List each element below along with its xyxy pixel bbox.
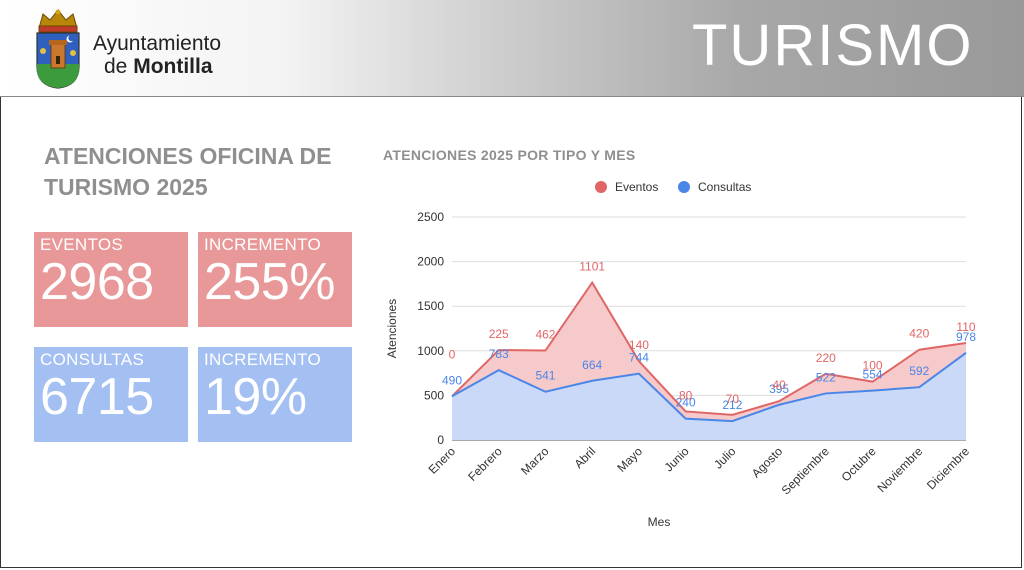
y-axis-title: Atenciones: [385, 299, 399, 358]
x-tick-label: Marzo: [518, 444, 552, 478]
consultas-data-label: 554: [863, 368, 883, 382]
consultas-line: [451, 351, 967, 423]
x-tick-label: Octubre: [839, 444, 879, 484]
consultas-data-label: 744: [629, 351, 649, 365]
x-tick-label: Febrero: [465, 444, 505, 484]
eventos-data-label: 225: [489, 327, 509, 341]
eventos-data-label: 80: [679, 388, 693, 402]
y-tick-label: 1500: [417, 299, 444, 313]
x-tick-label: Agosto: [749, 444, 786, 481]
consultas-data-label: 395: [769, 382, 789, 396]
card-label: INCREMENTO: [204, 235, 321, 254]
consultas-data-label: 664: [582, 358, 602, 372]
consultas-legend-label: Consultas: [698, 180, 751, 194]
card-label: INCREMENTO: [204, 350, 321, 369]
eventos-data-label: 0: [449, 347, 456, 361]
consultas-data-label: 212: [722, 398, 742, 412]
x-tick-label: Septiembre: [779, 444, 833, 498]
municipality-name-line2: de Montilla: [104, 55, 213, 78]
y-tick-label: 2000: [417, 255, 444, 269]
consultas-data-label: 522: [816, 370, 836, 384]
x-tick-label: Diciembre: [924, 444, 972, 492]
consultas-data-label: 541: [535, 369, 555, 383]
eventos-data-label: 40: [772, 378, 786, 392]
consultas-data-label: 490: [442, 373, 462, 387]
summary-title: ATENCIONES OFICINA DE TURISMO 2025: [44, 143, 332, 200]
eventos-data-label: 420: [909, 327, 929, 341]
eventos-data-label: 1101: [579, 260, 605, 274]
consultas-legend-marker: [678, 181, 690, 193]
eventos-data-label: 140: [629, 338, 649, 352]
x-tick-label: Julio: [711, 444, 739, 472]
eventos-increment-card: INCREMENTO 255%: [198, 232, 352, 327]
eventos-data-label: 220: [816, 351, 836, 365]
eventos-data-label: 462: [535, 328, 555, 342]
eventos-legend-marker: [595, 181, 607, 193]
coat-of-arms-icon: [36, 9, 80, 89]
consultas-data-label: 240: [676, 396, 696, 410]
x-tick-label: Junio: [662, 444, 692, 474]
y-tick-label: 1000: [417, 344, 444, 358]
eventos-card: EVENTOS 2968: [34, 232, 188, 327]
card-value: 255%: [204, 253, 336, 311]
x-tick-label: Mayo: [614, 444, 645, 475]
card-label: CONSULTAS: [40, 350, 145, 369]
consultas-data-label: 783: [489, 347, 509, 361]
eventos-data-label: 100: [863, 359, 883, 373]
x-tick-label: Enero: [426, 444, 459, 477]
card-value: 2968: [40, 253, 154, 311]
header-bar: Ayuntamiento de Montilla TURISMO: [0, 0, 1024, 97]
consultas-area: [452, 352, 966, 440]
x-tick-label: Noviembre: [874, 444, 925, 495]
card-value: 6715: [40, 368, 154, 426]
chart-title: ATENCIONES 2025 POR TIPO Y MES: [383, 147, 636, 163]
consultas-card: CONSULTAS 6715: [34, 347, 188, 442]
consultas-data-label: 978: [956, 330, 976, 344]
y-tick-label: 2500: [417, 210, 444, 224]
x-axis-title: Mes: [648, 515, 671, 529]
consultas-data-label: 592: [909, 364, 929, 378]
card-label: EVENTOS: [40, 235, 124, 254]
municipality-name-line1: Ayuntamiento: [93, 32, 222, 55]
eventos-legend-label: Eventos: [615, 180, 658, 194]
section-title: TURISMO: [692, 13, 974, 78]
card-value: 19%: [204, 368, 307, 426]
eventos-data-label: 110: [956, 320, 975, 334]
x-tick-label: Abril: [571, 444, 598, 471]
eventos-data-label: 70: [726, 392, 740, 406]
eventos-line: [451, 280, 967, 416]
y-tick-label: 0: [437, 433, 444, 447]
consultas-increment-card: INCREMENTO 19%: [198, 347, 352, 442]
eventos-area: [452, 282, 966, 422]
y-tick-label: 500: [424, 388, 444, 402]
